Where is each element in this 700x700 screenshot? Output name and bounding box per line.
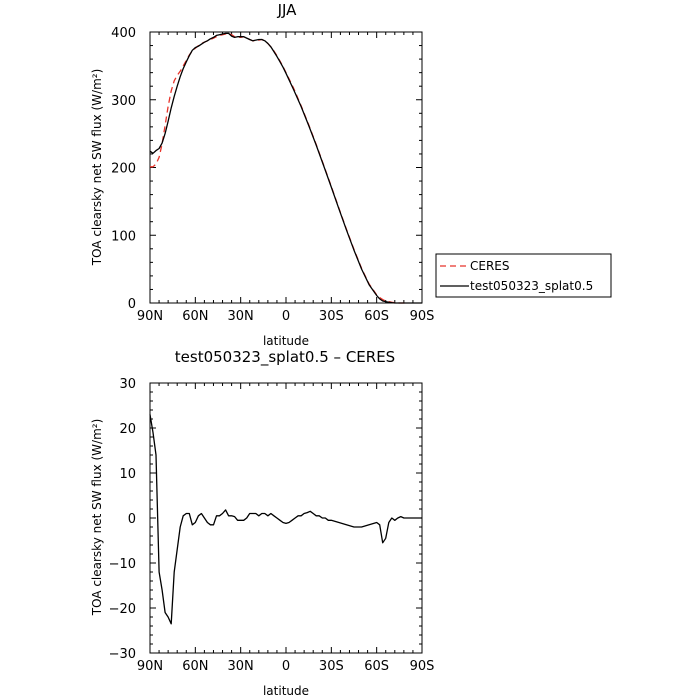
bottom-axis-ticks — [149, 382, 423, 654]
legend-box — [435, 253, 612, 298]
y-tick-label: 100 — [111, 229, 136, 244]
legend: CERES test050323_splat0.5 — [435, 253, 612, 298]
bottom-y-tick-labels: −30 −20 −10 0 10 20 30 — [109, 377, 136, 662]
bottom-panel: test050323_splat0.5 – CERES 90N 60N 30N 0 30… — [90, 348, 434, 698]
top-series-lines — [149, 32, 422, 304]
y-tick-label: 0 — [128, 297, 136, 312]
bottom-chart-title: test050323_splat0.5 – CERES — [175, 348, 395, 367]
difference-series-line — [149, 414, 422, 625]
y-tick-label: 400 — [111, 26, 136, 41]
x-tick-label: 60N — [182, 309, 208, 324]
top-chart-title: JJA — [277, 1, 298, 19]
x-tick-label: 60S — [364, 309, 389, 324]
x-tick-label: 30N — [228, 659, 254, 674]
bottom-y-axis-label: TOA clearsky net SW flux (W/m²) — [90, 419, 104, 617]
y-tick-label: −10 — [109, 557, 136, 572]
series-line-ceres — [150, 32, 407, 304]
x-tick-label: 30S — [319, 309, 344, 324]
bottom-x-tick-labels: 90N 60N 30N 0 30S 60S 90S — [137, 659, 435, 674]
x-tick-label: 90N — [137, 659, 163, 674]
top-x-axis-label: latitude — [263, 334, 309, 348]
y-tick-label: 300 — [111, 94, 136, 109]
bottom-x-axis-label: latitude — [263, 684, 309, 698]
x-tick-label: 0 — [282, 309, 290, 324]
y-tick-label: 20 — [119, 422, 136, 437]
x-tick-label: 60S — [364, 659, 389, 674]
top-x-tick-labels: 90N 60N 30N 0 30S 60S 90S — [137, 309, 435, 324]
x-tick-label: 0 — [282, 659, 290, 674]
top-y-tick-labels: 0 100 200 300 400 — [111, 26, 136, 312]
x-tick-label: 30S — [319, 659, 344, 674]
y-tick-label: 30 — [119, 377, 136, 392]
top-y-axis-label: TOA clearsky net SW flux (W/m²) — [90, 69, 104, 267]
series-line-test050323-splat0-5 — [149, 32, 422, 304]
x-tick-label: 60N — [182, 659, 208, 674]
x-tick-label: 30N — [228, 309, 254, 324]
y-tick-label: 10 — [119, 467, 136, 482]
legend-label-model: test050323_splat0.5 — [470, 279, 593, 293]
y-tick-label: −20 — [109, 602, 136, 617]
top-panel: JJA 90N 60N 30N 0 30S 60S 90S 0 100 200 300 400 la… — [90, 1, 612, 348]
top-axis-ticks — [149, 31, 423, 304]
legend-label-ceres: CERES — [470, 259, 510, 273]
y-tick-label: 0 — [128, 512, 136, 527]
y-tick-label: 200 — [111, 162, 136, 177]
x-tick-label: 90N — [137, 309, 163, 324]
y-tick-label: −30 — [109, 647, 136, 662]
x-tick-label: 90S — [410, 659, 435, 674]
bottom-series-lines — [149, 414, 422, 625]
x-tick-label: 90S — [410, 309, 435, 324]
